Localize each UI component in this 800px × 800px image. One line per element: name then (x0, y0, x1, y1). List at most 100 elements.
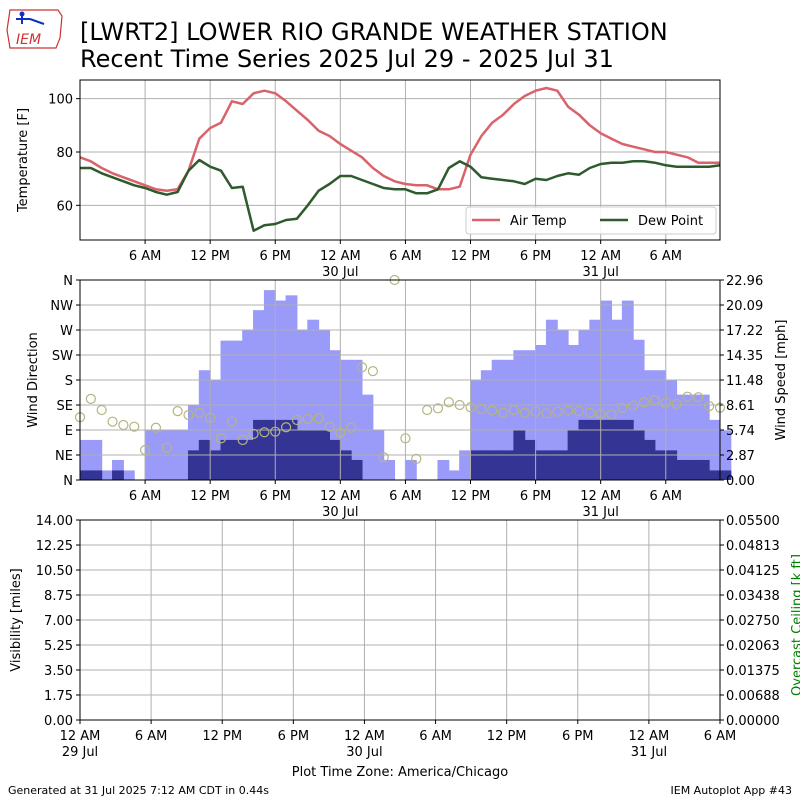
temp-x-tick-label: 12 PM (190, 249, 230, 264)
vis-y-tick-label: 7.00 (44, 614, 73, 629)
wind-direction-marker (150, 422, 162, 433)
wind-dir-tick-label: E (65, 424, 73, 439)
autoplot-app-label: IEM Autoplot App #43 (671, 784, 793, 797)
vis-x-date-label: 31 Jul (631, 745, 667, 760)
vis-x-tick-label: 6 AM (704, 729, 737, 744)
temperature-panel: 60 80 100 6 AM 12 PM 6 PM 12 AM 6 AM 12 PM 6 PM 12… (16, 79, 721, 280)
vis-y-tick-label: 10.50 (36, 564, 73, 579)
generated-timestamp: Generated at 31 Jul 2025 7:12 AM CDT in … (8, 784, 269, 797)
temp-x-tick-label: 6 AM (650, 249, 683, 264)
wind-dir-tick-label: N (63, 474, 73, 489)
wind-speed-tick-label: 22.96 (726, 274, 763, 289)
wind-gust-bar (122, 470, 135, 480)
wind-direction-marker (302, 413, 313, 424)
wind-speed-bar (654, 450, 667, 480)
wind-direction-marker (291, 414, 303, 426)
ceiling-axis-label: Overcast Ceiling [k ft] (790, 554, 800, 696)
wind-direction-marker (660, 397, 671, 408)
wind-direction-marker (313, 413, 324, 424)
wind-speed-bar (589, 419, 602, 480)
wind-x-tick-label: 6 PM (520, 489, 551, 504)
vis-x-tick-label: 6 AM (419, 729, 452, 744)
wind-gust-bar (545, 319, 558, 480)
wind-gust-bar (567, 344, 580, 480)
vis-x-tick-label: 12 PM (202, 729, 242, 744)
wind-gust-bar (491, 359, 504, 480)
wind-gust-bar (307, 319, 320, 480)
wind-direction-marker (118, 419, 129, 431)
wind-direction-marker (454, 399, 465, 411)
wind-direction-marker (346, 422, 357, 433)
wind-speed-bar (524, 439, 537, 480)
wind-speed-bar (480, 450, 493, 480)
temp-y-tick-label: 60 (56, 199, 73, 214)
wind-gust-bar (79, 439, 92, 480)
vis-y-tick-label: 1.75 (44, 689, 73, 704)
wind-direction-marker (563, 405, 574, 416)
wind-speed-bar (253, 419, 265, 480)
wind-direction-marker (432, 403, 444, 414)
chart-title-line2: Recent Time Series 2025 Jul 29 - 2025 Ju… (80, 45, 614, 73)
wind-speed-tick-label: 0.00 (726, 474, 755, 489)
temp-x-tick-label: 6 PM (520, 249, 551, 264)
wind-direction-marker (476, 403, 487, 414)
wind-direction-marker (194, 407, 205, 418)
wind-gust-bar (719, 430, 732, 480)
wind-direction-marker (584, 407, 595, 418)
vis-x-date-label: 30 Jul (346, 745, 382, 760)
wind-speed-bar (578, 419, 591, 480)
chart-title-line1: [LWRT2] LOWER RIO GRANDE WEATHER STATION (80, 18, 668, 46)
wind-gust-bar (600, 300, 613, 480)
wind-direction-marker (606, 409, 617, 420)
temp-x-tick-label: 12 AM (320, 249, 361, 264)
wind-direction-marker (552, 406, 563, 417)
wind-direction-axis-label: Wind Direction (26, 332, 41, 428)
wind-direction-marker (638, 397, 650, 408)
wind-plot-frame (79, 279, 721, 481)
wind-direction-marker (541, 408, 552, 419)
air-temp-line (79, 86, 720, 192)
wind-gust-bar (686, 394, 699, 480)
wind-speed-tick-label: 11.48 (726, 374, 763, 389)
vis-x-date-label: 29 Jul (62, 745, 98, 760)
wind-speed-bar (611, 419, 623, 480)
wind-speed-bar (676, 459, 688, 480)
wind-speed-bar (686, 459, 699, 480)
wind-direction-marker (617, 402, 628, 413)
visibility-panel: 0.00 0.00000 1.75 0.00688 3.50 0.01375 5.25 0.0… (9, 514, 800, 760)
wind-gust-bar (611, 319, 623, 480)
vis-x-tick-label: 12 AM (628, 729, 669, 744)
wind-gust-bar (502, 359, 515, 480)
wind-speed-bar (621, 419, 634, 480)
wind-direction-marker (270, 426, 281, 437)
wind-gust-bar (621, 300, 634, 480)
temp-x-tick-label: 6 AM (129, 249, 162, 264)
wind-gust-bar (708, 419, 721, 480)
wind-speed-bar (274, 419, 287, 480)
wind-gust-bar (285, 295, 298, 480)
wind-x-tick-label: 12 PM (190, 489, 230, 504)
wind-x-date-label: 31 Jul (582, 505, 618, 520)
vis-x-tick-label: 12 PM (487, 729, 527, 744)
wind-gust-bar (253, 310, 265, 480)
ceiling-y-tick-label: 0.04125 (726, 564, 780, 579)
ceiling-y-tick-label: 0.04813 (726, 539, 780, 554)
wind-speed-tick-label: 2.87 (726, 449, 755, 464)
wind-dir-tick-label: N (63, 274, 73, 289)
ceiling-y-tick-label: 0.03438 (726, 589, 780, 604)
vis-plot-frame (79, 519, 721, 721)
wind-direction-marker (85, 393, 96, 404)
temp-x-tick-label: 6 PM (260, 249, 291, 264)
ceiling-y-tick-label: 0.00688 (726, 689, 780, 704)
wind-dir-tick-label: SW (52, 349, 73, 364)
wind-gust-bar (339, 359, 352, 480)
wind-direction-marker (519, 407, 530, 418)
wind-speed-tick-label: 20.09 (726, 299, 763, 314)
wind-speed-bar (535, 450, 547, 480)
wind-gust-bar (535, 344, 547, 480)
vis-x-tick-label: 12 AM (344, 729, 385, 744)
wind-speed-bar (328, 439, 341, 480)
vis-y-tick-label: 5.25 (44, 639, 73, 654)
wind-direction-marker (487, 405, 498, 416)
